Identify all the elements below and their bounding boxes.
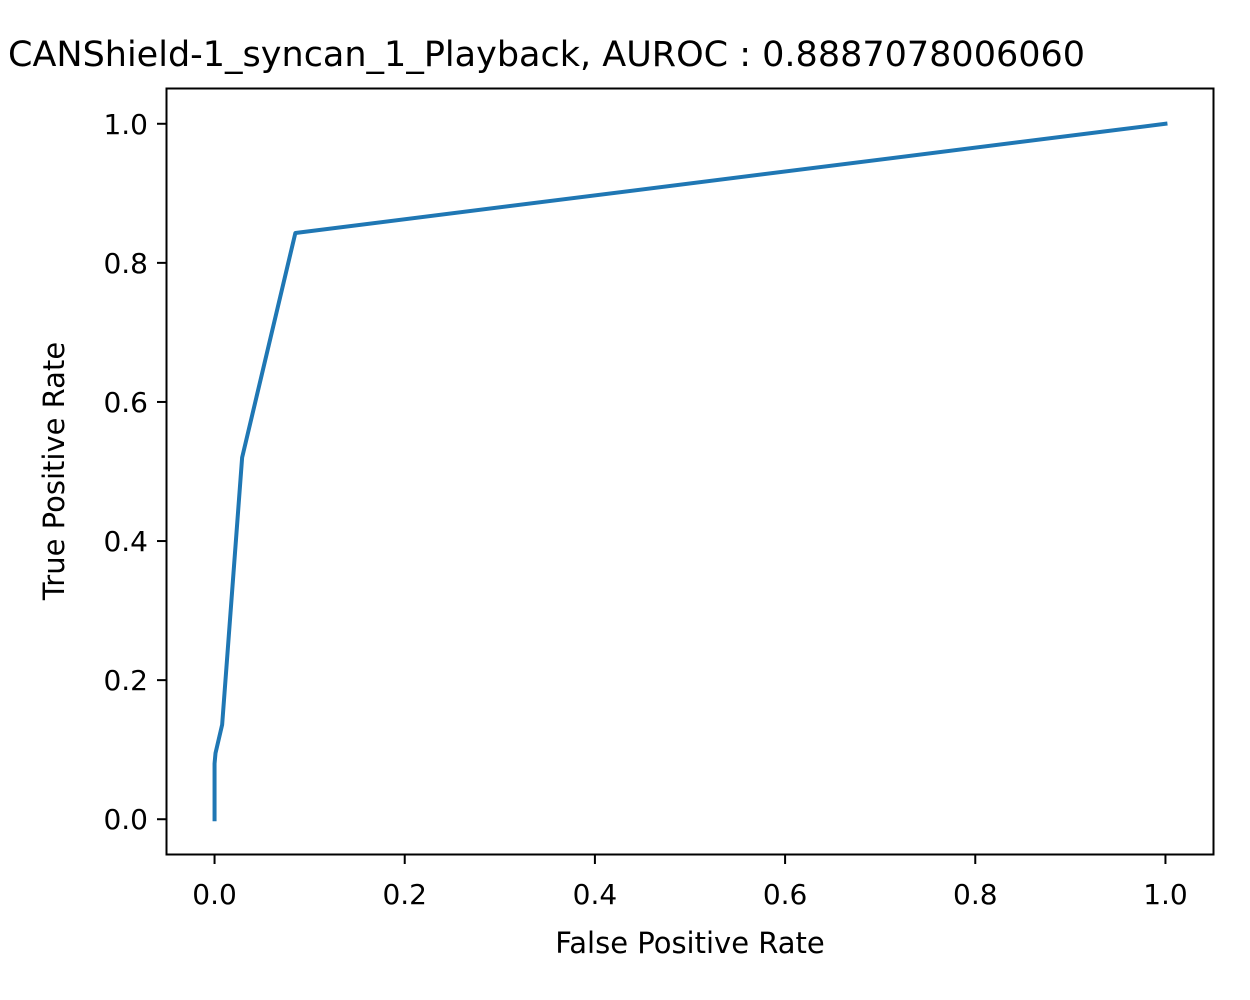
x-tick-label: 1.0 xyxy=(1143,878,1188,911)
chart-title: CANShield-1_syncan_1_Playback, AUROC : 0… xyxy=(8,35,1085,75)
y-tick-label: 0.0 xyxy=(103,803,148,836)
y-tick-label: 0.6 xyxy=(103,386,148,419)
plot-area-frame xyxy=(165,87,1215,856)
x-tick-label: 0.4 xyxy=(573,878,618,911)
x-tick-label: 0.0 xyxy=(192,878,237,911)
y-axis-label: True Positive Rate xyxy=(37,342,71,601)
roc-curve-line xyxy=(212,121,1168,822)
y-tick-label: 0.4 xyxy=(103,525,148,558)
x-tick-label: 0.8 xyxy=(953,878,998,911)
x-axis-label: False Positive Rate xyxy=(555,926,825,960)
x-tick-label: 0.2 xyxy=(382,878,427,911)
y-tick-label: 1.0 xyxy=(103,108,148,141)
x-tick-label: 0.6 xyxy=(763,878,808,911)
series-group xyxy=(212,121,1168,822)
tick-group: 0.0 0.2 0.4 0.6 0.8 1.0 0.0 0.2 0.4 0.6 0.8 1.0 xyxy=(103,108,1187,911)
y-tick-label: 0.2 xyxy=(103,664,148,697)
y-tick-label: 0.8 xyxy=(103,247,148,280)
